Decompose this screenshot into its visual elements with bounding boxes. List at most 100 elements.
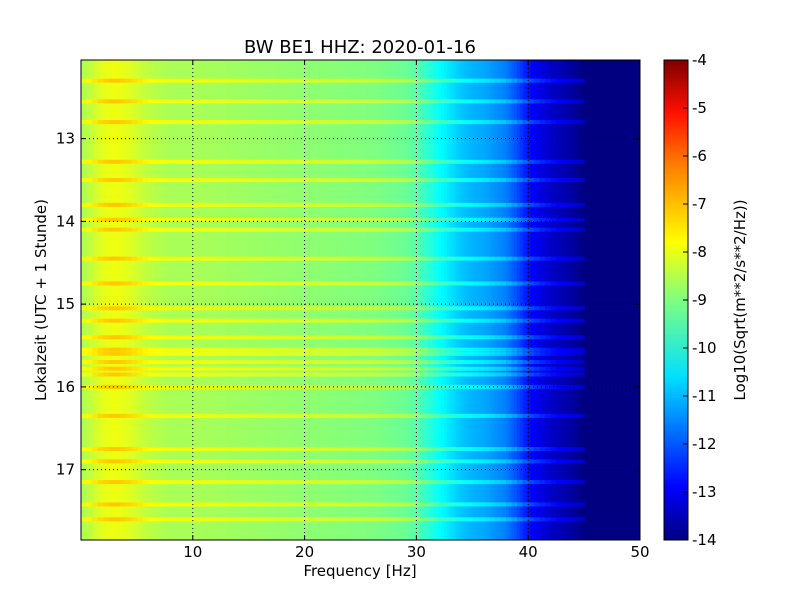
- heatmap-band-cell: [477, 120, 485, 125]
- heatmap-band-cell: [310, 347, 317, 352]
- heatmap-band-cell: [243, 217, 250, 222]
- heatmap-band-cell: [226, 99, 233, 104]
- heatmap-band-cell: [215, 347, 222, 352]
- heatmap-band-cell: [321, 502, 328, 507]
- heatmap-band-cell: [131, 502, 138, 507]
- heatmap-band-cell: [394, 351, 401, 356]
- heatmap-band-cell: [517, 202, 524, 207]
- heatmap-band-cell: [103, 178, 110, 182]
- heatmap-band-cell: [159, 351, 166, 356]
- heatmap-band-cell: [187, 351, 194, 356]
- heatmap-band-cell: [265, 517, 272, 522]
- heatmap-band-cell: [533, 202, 540, 207]
- heatmap-band-cell: [326, 202, 334, 207]
- heatmap-band-cell: [483, 178, 490, 182]
- heatmap-band-cell: [203, 159, 211, 164]
- heatmap-band-cell: [371, 347, 378, 352]
- heatmap-band-cell: [433, 306, 440, 311]
- heatmap-band-cell: [142, 99, 149, 104]
- heatmap-band-cell: [483, 227, 490, 232]
- heatmap-band-cell: [81, 459, 88, 464]
- heatmap-band-cell: [539, 347, 546, 352]
- heatmap-band-cell: [215, 480, 222, 485]
- heatmap-band-cell: [326, 217, 334, 222]
- heatmap-band-cell: [388, 202, 395, 207]
- heatmap-band-cell: [449, 360, 457, 365]
- heatmap-band-cell: [326, 335, 334, 340]
- heatmap-band-cell: [472, 384, 479, 389]
- heatmap-band-cell: [466, 459, 473, 464]
- heatmap-band-cell: [494, 517, 501, 522]
- heatmap-band-cell: [500, 502, 507, 507]
- heatmap-band-cell: [259, 459, 267, 464]
- heatmap-band-cell: [114, 372, 121, 377]
- heatmap-band-cell: [254, 178, 261, 182]
- heatmap-band-cell: [377, 318, 384, 323]
- heatmap-band-cell: [243, 351, 250, 356]
- heatmap-column: [248, 60, 253, 540]
- heatmap-band-cell: [120, 281, 127, 286]
- heatmap-band-cell: [427, 159, 434, 164]
- heatmap-band-cell: [366, 178, 373, 182]
- heatmap-band-cell: [321, 360, 328, 365]
- heatmap-band-cell: [198, 360, 205, 365]
- heatmap-band-cell: [142, 281, 149, 286]
- heatmap-band-cell: [483, 99, 490, 104]
- heatmap-band-cell: [315, 202, 322, 207]
- heatmap-band-cell: [131, 281, 138, 286]
- heatmap-band-cell: [176, 256, 183, 261]
- heatmap-band-cell: [310, 227, 317, 232]
- heatmap-band-cell: [466, 413, 473, 418]
- heatmap-band-cell: [125, 99, 132, 104]
- heatmap-band-cell: [326, 366, 334, 371]
- heatmap-band-cell: [243, 413, 250, 418]
- heatmap-band-cell: [427, 306, 434, 311]
- heatmap-band-cell: [310, 120, 317, 125]
- heatmap-band-cell: [287, 517, 295, 522]
- heatmap-band-cell: [343, 217, 350, 222]
- heatmap-band-cell: [248, 347, 255, 352]
- heatmap-band-cell: [528, 227, 535, 232]
- heatmap-column: [374, 60, 378, 540]
- heatmap-band-cell: [282, 335, 289, 340]
- heatmap-band-cell: [176, 159, 183, 164]
- heatmap-band-cell: [159, 446, 166, 451]
- heatmap-band-cell: [321, 318, 328, 323]
- heatmap-band-cell: [142, 517, 149, 522]
- heatmap-band-cell: [148, 502, 155, 507]
- heatmap-band-cell: [399, 335, 406, 340]
- heatmap-column: [357, 60, 362, 540]
- heatmap-band-cell: [170, 372, 177, 377]
- heatmap-band-cell: [466, 227, 473, 232]
- heatmap-band-cell: [304, 372, 311, 377]
- heatmap-band-cell: [209, 366, 216, 371]
- heatmap-band-cell: [394, 413, 401, 418]
- heatmap-band-cell: [125, 480, 132, 485]
- heatmap-band-cell: [299, 217, 306, 222]
- heatmap-band-cell: [304, 459, 311, 464]
- heatmap-band-cell: [332, 517, 339, 522]
- heatmap-band-cell: [455, 335, 462, 340]
- heatmap-band-cell: [556, 517, 563, 522]
- heatmap-band-cell: [489, 99, 496, 104]
- heatmap-band-cell: [489, 347, 496, 352]
- heatmap-column: [86, 60, 90, 540]
- heatmap-band-cell: [170, 335, 177, 340]
- heatmap-band-cell: [304, 306, 311, 311]
- heatmap-band-cell: [410, 178, 417, 182]
- heatmap-band-cell: [148, 256, 155, 261]
- heatmap-band-cell: [360, 517, 367, 522]
- heatmap-column: [81, 60, 85, 540]
- heatmap-band-cell: [226, 366, 233, 371]
- heatmap-band-cell: [544, 159, 552, 164]
- heatmap-column: [167, 60, 172, 540]
- heatmap-band-cell: [539, 178, 546, 182]
- heatmap-band-cell: [243, 335, 250, 340]
- heatmap-band-cell: [500, 306, 507, 311]
- heatmap-band-cell: [522, 360, 529, 365]
- heatmap-band-cell: [237, 178, 244, 182]
- heatmap-band-cell: [215, 202, 222, 207]
- heatmap-band-cell: [237, 335, 244, 340]
- heatmap-band-cell: [388, 217, 395, 222]
- heatmap-column: [469, 60, 473, 540]
